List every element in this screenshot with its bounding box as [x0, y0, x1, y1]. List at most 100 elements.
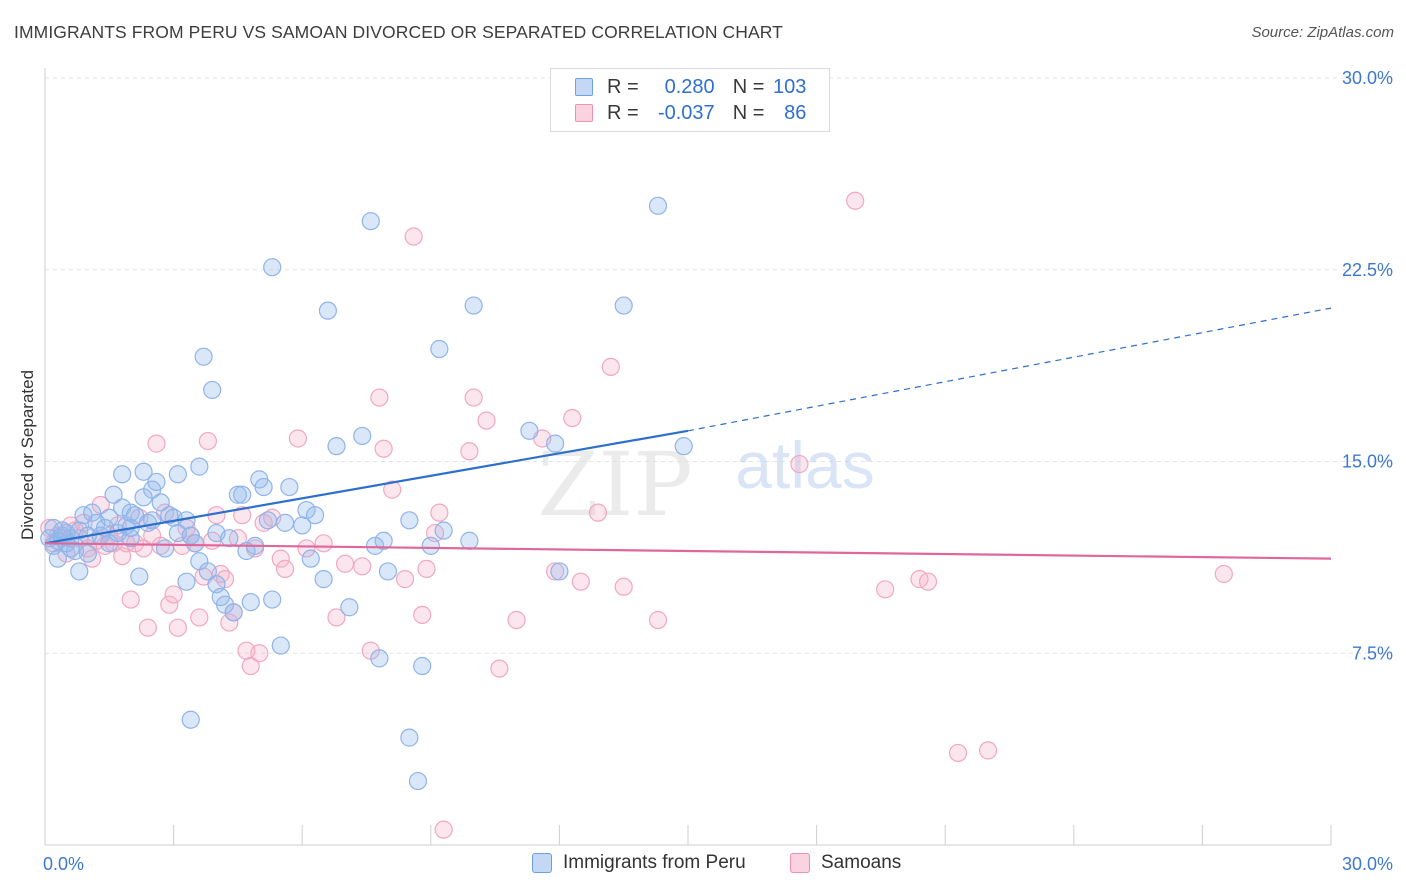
data-point-samoans	[138, 618, 157, 637]
data-point-samoans	[563, 408, 582, 428]
y-tick-label: 30.0%	[1342, 68, 1393, 88]
data-point-peru	[263, 258, 282, 277]
legend-n-value: 103	[773, 75, 807, 98]
data-point-peru	[198, 562, 217, 581]
data-point-samoans	[233, 506, 252, 525]
data-point-samoans	[434, 820, 453, 839]
data-point-samoans	[160, 595, 179, 614]
data-point-samoans	[477, 411, 496, 430]
legend-row-samoans: R = -0.037 N = 86	[575, 100, 806, 126]
data-point-peru	[130, 567, 149, 586]
data-point-samoans	[978, 741, 998, 760]
data-point-peru	[177, 572, 196, 591]
data-point-samoans	[404, 227, 423, 246]
data-point-samoans	[846, 191, 865, 210]
data-point-peru	[104, 485, 123, 504]
data-point-peru	[258, 511, 278, 530]
data-point-samoans	[190, 608, 209, 627]
data-point-peru	[224, 603, 243, 622]
data-point-peru	[301, 549, 320, 568]
tick-labels: 7.5% 15.0% 22.5% 30.0% 0.0% 30.0%	[43, 68, 1393, 874]
bottom-legend-samoans: Samoans	[790, 852, 901, 874]
data-point-samoans	[460, 442, 479, 461]
data-point-peru	[413, 656, 432, 676]
data-point-peru	[168, 465, 187, 484]
data-point-peru	[353, 426, 372, 446]
data-point-peru	[134, 462, 153, 481]
data-point-peru	[550, 562, 569, 581]
data-point-samoans	[1214, 564, 1233, 584]
legend-row-peru: R = 0.280 N = 103	[575, 74, 806, 100]
data-point-peru	[151, 493, 170, 512]
data-point-peru	[100, 508, 119, 527]
data-point-peru	[113, 465, 132, 484]
trend-lines	[44, 307, 1332, 560]
bottom-legend-swatch-samoans	[790, 853, 810, 873]
data-point-peru	[155, 539, 175, 558]
data-point-peru	[614, 296, 633, 315]
data-point-peru	[190, 457, 209, 476]
y-tick-label: 15.0%	[1342, 452, 1393, 472]
data-point-peru	[365, 536, 385, 555]
data-point-peru	[464, 296, 483, 315]
data-point-samoans	[490, 659, 509, 678]
data-point-samoans	[215, 570, 235, 589]
legend-swatch-samoans	[575, 104, 593, 122]
gridlines	[45, 77, 1392, 654]
stats-legend: R = 0.280 N = 103 R = -0.037 N = 86	[550, 68, 830, 132]
data-point-peru	[546, 434, 565, 453]
data-point-peru	[421, 536, 440, 555]
data-point-peru	[271, 636, 290, 655]
data-point-samoans	[370, 388, 389, 407]
data-point-samoans	[147, 434, 166, 453]
data-point-samoans	[314, 534, 333, 553]
data-point-samoans	[383, 480, 402, 499]
legend-r-value: 0.280	[664, 75, 715, 98]
data-point-samoans	[164, 585, 183, 604]
data-point-peru	[121, 529, 140, 548]
data-point-samoans	[464, 388, 483, 407]
data-point-peru	[374, 531, 393, 550]
data-point-peru	[70, 562, 89, 581]
data-point-peru	[434, 521, 453, 540]
data-point-samoans	[790, 454, 809, 474]
data-point-samoans	[614, 577, 633, 596]
data-point-peru	[241, 593, 260, 612]
legend-r-label: R =	[607, 75, 639, 98]
legend-swatch-peru	[575, 78, 593, 96]
data-point-samoans	[297, 539, 316, 558]
data-point-samoans	[507, 610, 526, 630]
data-point-samoans	[198, 431, 217, 451]
data-point-peru	[408, 771, 428, 791]
data-point-peru	[147, 472, 166, 492]
watermark-atlas: atlas	[735, 428, 874, 502]
data-point-samoans	[417, 559, 436, 578]
data-point-peru	[83, 503, 102, 522]
data-point-samoans	[288, 429, 308, 448]
data-point-samoans	[413, 605, 432, 625]
data-point-samoans	[241, 656, 260, 676]
legend-n-label: N =	[732, 101, 765, 124]
data-point-peru	[674, 437, 693, 456]
data-point-peru	[233, 485, 252, 504]
data-point-samoans	[588, 503, 608, 522]
bottom-legend-label-peru: Immigrants from Peru	[563, 852, 746, 873]
data-point-samoans	[430, 503, 449, 522]
data-point-samoans	[948, 743, 968, 763]
data-point-samoans	[374, 439, 393, 458]
watermark-zip: ZIP	[537, 433, 692, 536]
data-point-peru	[263, 590, 282, 609]
data-point-peru	[228, 485, 247, 504]
data-point-peru	[520, 421, 539, 440]
x-tick-label: 30.0%	[1342, 854, 1393, 874]
data-point-peru	[48, 549, 67, 568]
data-point-peru	[400, 511, 419, 530]
bottom-legend-peru: Immigrants from Peru	[532, 852, 746, 874]
legend-r-label: R =	[607, 101, 639, 124]
data-point-samoans	[271, 549, 290, 568]
data-point-peru	[361, 212, 380, 231]
data-point-peru	[305, 506, 325, 525]
data-point-peru	[254, 477, 273, 497]
trend-line-samoans	[44, 542, 1332, 560]
data-point-peru	[327, 437, 346, 456]
